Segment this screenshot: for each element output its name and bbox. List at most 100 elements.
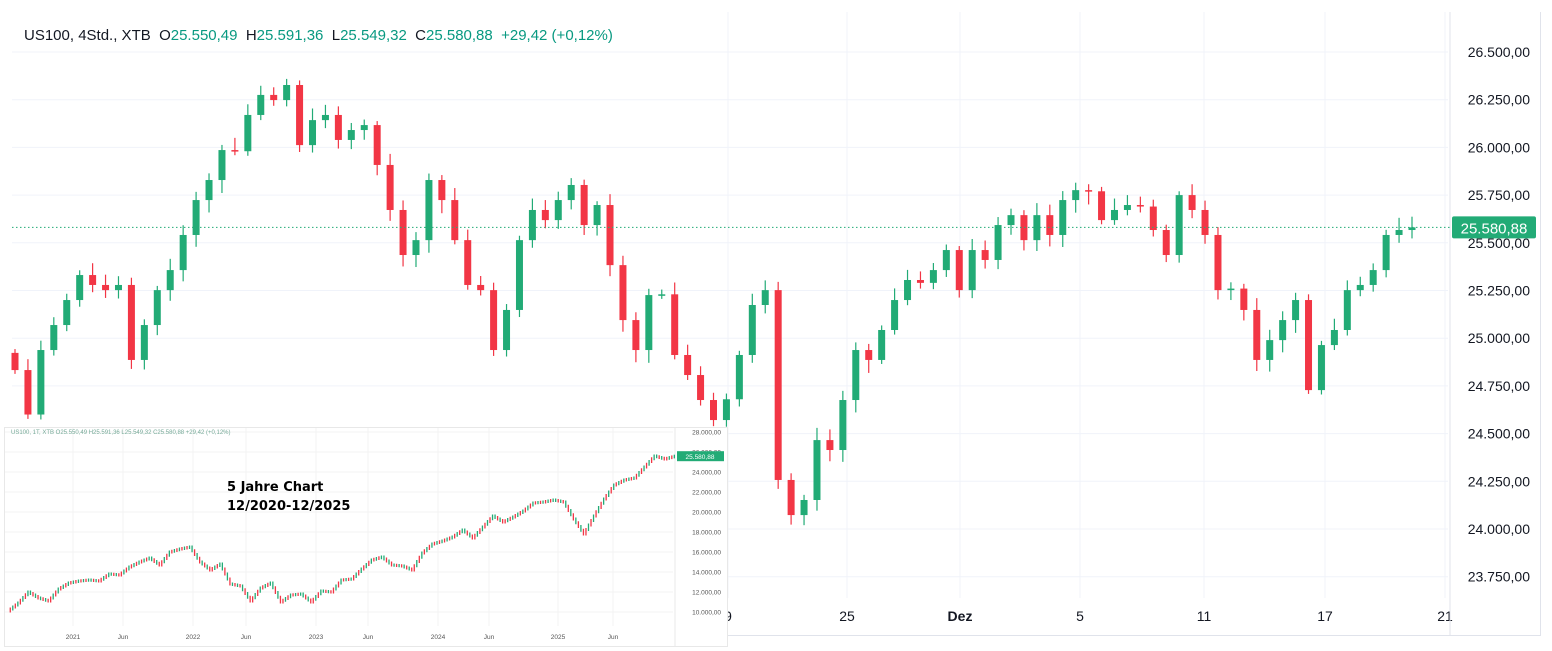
y-tick-label: 25.500,00 [1468, 235, 1530, 251]
inset-x-tick-label: 2022 [186, 634, 201, 641]
candle-up [321, 114, 329, 121]
candle-up [593, 205, 601, 226]
candle-down [1098, 191, 1106, 221]
candle-up [567, 184, 575, 201]
candle-down [1085, 190, 1093, 192]
candle-down [1020, 215, 1028, 241]
annotation-line-1: 5 Jahre Chart [227, 480, 324, 495]
candle-down [619, 265, 627, 321]
candle-up [309, 120, 317, 146]
candle-up [800, 499, 808, 516]
change-value: +29,42 (+0,12%) [501, 27, 613, 44]
candle-down [606, 205, 614, 266]
inset-x-tick-label: Jun [363, 634, 374, 641]
inset-y-tick-label: 12.000,00 [692, 590, 721, 597]
low-value: 25.549,32 [340, 27, 407, 44]
inset-x-tick-label: Jun [118, 634, 129, 641]
candle-down [127, 284, 135, 360]
inset-y-tick-label: 16.000,00 [692, 550, 721, 557]
candle-up [153, 290, 161, 326]
candle-up [1123, 205, 1131, 210]
candle-down [490, 290, 498, 351]
candle-up [554, 200, 562, 221]
high-label: H [245, 27, 257, 44]
y-tick-label: 25.750,00 [1468, 187, 1530, 203]
candle-up [63, 300, 71, 326]
candle-down [1188, 195, 1196, 210]
candle-up [813, 440, 821, 500]
candle-down [438, 180, 446, 201]
candle-up [645, 295, 653, 351]
candle-down [399, 209, 407, 256]
x-tick-label: 21 [1437, 608, 1453, 624]
candle-up [968, 250, 976, 291]
candle-down [270, 94, 278, 101]
inset-5-year-chart: US100, 1T, XTB O25.550,49 H25.591,36 L25… [4, 427, 728, 647]
candle-up [1292, 300, 1300, 321]
inset-x-tick-label: Jun [608, 634, 619, 641]
candle-down [451, 200, 459, 241]
candle-up [1395, 230, 1403, 235]
candle-down [1253, 309, 1261, 360]
candle-down [955, 250, 963, 291]
candle-up [114, 284, 122, 291]
y-tick-label: 25.000,00 [1468, 330, 1530, 346]
candle-down [916, 280, 924, 283]
inset-y-tick-label: 10.000,00 [692, 610, 721, 617]
open-value: 25.550,49 [170, 27, 238, 44]
candle-up [891, 300, 899, 330]
inset-x-tick-label: Jun [241, 634, 252, 641]
x-tick-label: 9 [724, 608, 732, 624]
candle-up [1072, 190, 1080, 201]
candle-up [1059, 200, 1067, 235]
candle-up [942, 250, 950, 271]
candle-down [826, 440, 834, 451]
candle-up [1007, 215, 1015, 226]
candle-down [296, 85, 304, 146]
candle-up [412, 240, 420, 256]
x-tick-label: 17 [1317, 608, 1333, 624]
candle-up [994, 225, 1002, 260]
candle-down [334, 114, 342, 140]
candle-up [76, 275, 84, 301]
candle-down [386, 164, 394, 210]
candle-up [179, 234, 187, 271]
y-tick-label: 26.500,00 [1468, 44, 1530, 60]
candle-down [89, 275, 97, 285]
candle-down [632, 320, 640, 351]
candle-up [852, 350, 860, 401]
candle-down [697, 375, 705, 401]
candle-down [1305, 300, 1313, 391]
candle-down [231, 150, 239, 152]
inset-y-tick-label: 24.000,00 [692, 470, 721, 477]
candle-down [102, 284, 110, 291]
candle-down [580, 184, 588, 226]
inset-y-tick-label: 14.000,00 [692, 570, 721, 577]
low-label: L [331, 27, 341, 44]
close-label: C [415, 27, 427, 44]
candle-up [192, 200, 200, 235]
candle-up [878, 329, 886, 360]
candle-down [1240, 288, 1248, 310]
candle-up [839, 400, 847, 451]
candle-up [1408, 227, 1416, 231]
inset-x-tick-label: 2025 [551, 634, 566, 641]
inset-y-tick-label: 18.000,00 [692, 530, 721, 537]
y-tick-label: 25.250,00 [1468, 283, 1530, 299]
candle-up [503, 309, 511, 351]
last-price-tag [1452, 216, 1536, 239]
inset-chart-svg: 28.000,0026.000,0024.000,0022.000,0020.0… [5, 428, 724, 646]
inset-y-tick-label: 28.000,00 [692, 430, 721, 437]
candle-up [205, 180, 213, 201]
candle-up [1317, 345, 1325, 391]
candle-up [1382, 234, 1390, 271]
close-value: 25.580,88 [426, 27, 493, 44]
candle-up [1343, 290, 1351, 330]
open-label: O [159, 27, 171, 44]
candle-down [1162, 230, 1170, 256]
candle-up [37, 350, 45, 415]
y-tick-label: 24.750,00 [1468, 378, 1530, 394]
last-price-label: 25.580,88 [1461, 220, 1528, 237]
candle-down [24, 370, 32, 415]
